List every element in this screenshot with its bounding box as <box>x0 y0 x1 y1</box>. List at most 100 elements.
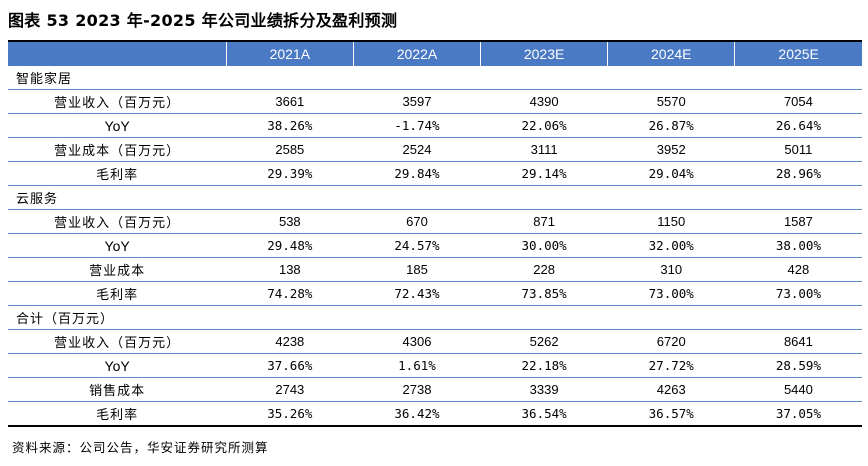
value-cell: 871 <box>480 209 608 234</box>
section-blank-cell <box>607 305 735 330</box>
table-row: 营业成本（百万元） 2585 2524 3111 3952 5011 <box>8 137 862 162</box>
value-cell: 8641 <box>734 329 862 354</box>
value-cell: 73.85% <box>480 281 608 306</box>
value-cell: 3597 <box>353 89 481 114</box>
value-cell: 38.00% <box>734 233 862 258</box>
value-cell: -1.74% <box>353 113 481 138</box>
row-label: YoY <box>8 353 227 378</box>
value-cell: 1150 <box>607 209 735 234</box>
value-cell: 3111 <box>480 137 608 162</box>
value-cell: 185 <box>353 257 481 282</box>
value-cell: 310 <box>607 257 735 282</box>
source-note: 资料来源：公司公告，华安证券研究所测算 <box>12 440 269 455</box>
table-row: YoY 29.48% 24.57% 30.00% 32.00% 38.00% <box>8 233 862 258</box>
row-label: YoY <box>8 113 227 138</box>
section-header-row: 云服务 <box>8 185 862 210</box>
value-cell: 30.00% <box>480 233 608 258</box>
value-cell: 35.26% <box>226 401 354 427</box>
value-cell: 29.48% <box>226 233 354 258</box>
value-cell: 3339 <box>480 377 608 402</box>
row-label: 营业收入（百万元） <box>8 209 227 234</box>
header-row: 2021A 2022A 2023E 2024E 2025E <box>8 42 862 66</box>
row-label: 毛利率 <box>8 401 227 427</box>
value-cell: 29.04% <box>607 161 735 186</box>
table-row: 营业收入（百万元） 4238 4306 5262 6720 8641 <box>8 329 862 354</box>
title-divider <box>8 40 862 42</box>
row-label: 营业收入（百万元） <box>8 329 227 354</box>
section-blank-cell <box>734 185 862 210</box>
value-cell: 36.42% <box>353 401 481 427</box>
value-cell: 29.39% <box>226 161 354 186</box>
row-label: 营业成本 <box>8 257 227 282</box>
column-header: 2023E <box>480 42 609 66</box>
value-cell: 72.43% <box>353 281 481 306</box>
value-cell: 4390 <box>480 89 608 114</box>
value-cell: 1587 <box>734 209 862 234</box>
value-cell: 22.06% <box>480 113 608 138</box>
table-row: 毛利率 29.39% 29.84% 29.14% 29.04% 28.96% <box>8 161 862 186</box>
value-cell: 73.00% <box>734 281 862 306</box>
value-cell: 4306 <box>353 329 481 354</box>
value-cell: 670 <box>353 209 481 234</box>
section-title: 云服务 <box>8 185 227 210</box>
table-row: 营业成本 138 185 228 310 428 <box>8 257 862 282</box>
value-cell: 7054 <box>734 89 862 114</box>
section-blank-cell <box>353 305 481 330</box>
value-cell: 4238 <box>226 329 354 354</box>
value-cell: 73.00% <box>607 281 735 306</box>
earnings-forecast-table: 2021A 2022A 2023E 2024E 2025E 智能家居 营业收入（百… <box>8 42 862 427</box>
section-blank-cell <box>226 66 354 90</box>
value-cell: 28.96% <box>734 161 862 186</box>
value-cell: 29.84% <box>353 161 481 186</box>
value-cell: 4263 <box>607 377 735 402</box>
value-cell: 1.61% <box>353 353 481 378</box>
value-cell: 5440 <box>734 377 862 402</box>
section-blank-cell <box>734 305 862 330</box>
value-cell: 28.59% <box>734 353 862 378</box>
value-cell: 3952 <box>607 137 735 162</box>
value-cell: 26.87% <box>607 113 735 138</box>
value-cell: 37.66% <box>226 353 354 378</box>
value-cell: 5262 <box>480 329 608 354</box>
section-blank-cell <box>480 185 608 210</box>
section-blank-cell <box>480 66 608 90</box>
value-cell: 228 <box>480 257 608 282</box>
row-label: 营业收入（百万元） <box>8 89 227 114</box>
section-header-row: 合计（百万元） <box>8 305 862 330</box>
value-cell: 26.64% <box>734 113 862 138</box>
section-header-row: 智能家居 <box>8 66 862 90</box>
table-row: YoY 37.66% 1.61% 22.18% 27.72% 28.59% <box>8 353 862 378</box>
value-cell: 32.00% <box>607 233 735 258</box>
row-label: YoY <box>8 233 227 258</box>
value-cell: 36.54% <box>480 401 608 427</box>
table-row: 营业收入（百万元） 3661 3597 4390 5570 7054 <box>8 89 862 114</box>
row-label: 营业成本（百万元） <box>8 137 227 162</box>
table-title: 图表 53 2023 年-2025 年公司业绩拆分及盈利预测 <box>8 11 398 30</box>
value-cell: 2524 <box>353 137 481 162</box>
row-label: 毛利率 <box>8 161 227 186</box>
value-cell: 2743 <box>226 377 354 402</box>
value-cell: 29.14% <box>480 161 608 186</box>
value-cell: 2585 <box>226 137 354 162</box>
section-blank-cell <box>226 185 354 210</box>
value-cell: 428 <box>734 257 862 282</box>
value-cell: 5011 <box>734 137 862 162</box>
value-cell: 74.28% <box>226 281 354 306</box>
section-blank-cell <box>607 66 735 90</box>
section-title: 智能家居 <box>8 66 227 90</box>
column-header: 2025E <box>734 42 862 66</box>
column-header: 2022A <box>353 42 482 66</box>
value-cell: 5570 <box>607 89 735 114</box>
section-blank-cell <box>353 185 481 210</box>
value-cell: 3661 <box>226 89 354 114</box>
row-label: 毛利率 <box>8 281 227 306</box>
column-header: 2024E <box>607 42 736 66</box>
row-label: 销售成本 <box>8 377 227 402</box>
value-cell: 138 <box>226 257 354 282</box>
table-row: 营业收入（百万元） 538 670 871 1150 1587 <box>8 209 862 234</box>
value-cell: 6720 <box>607 329 735 354</box>
section-blank-cell <box>480 305 608 330</box>
section-blank-cell <box>226 305 354 330</box>
table-row: 毛利率 35.26% 36.42% 36.54% 36.57% 37.05% <box>8 401 862 427</box>
value-cell: 37.05% <box>734 401 862 427</box>
